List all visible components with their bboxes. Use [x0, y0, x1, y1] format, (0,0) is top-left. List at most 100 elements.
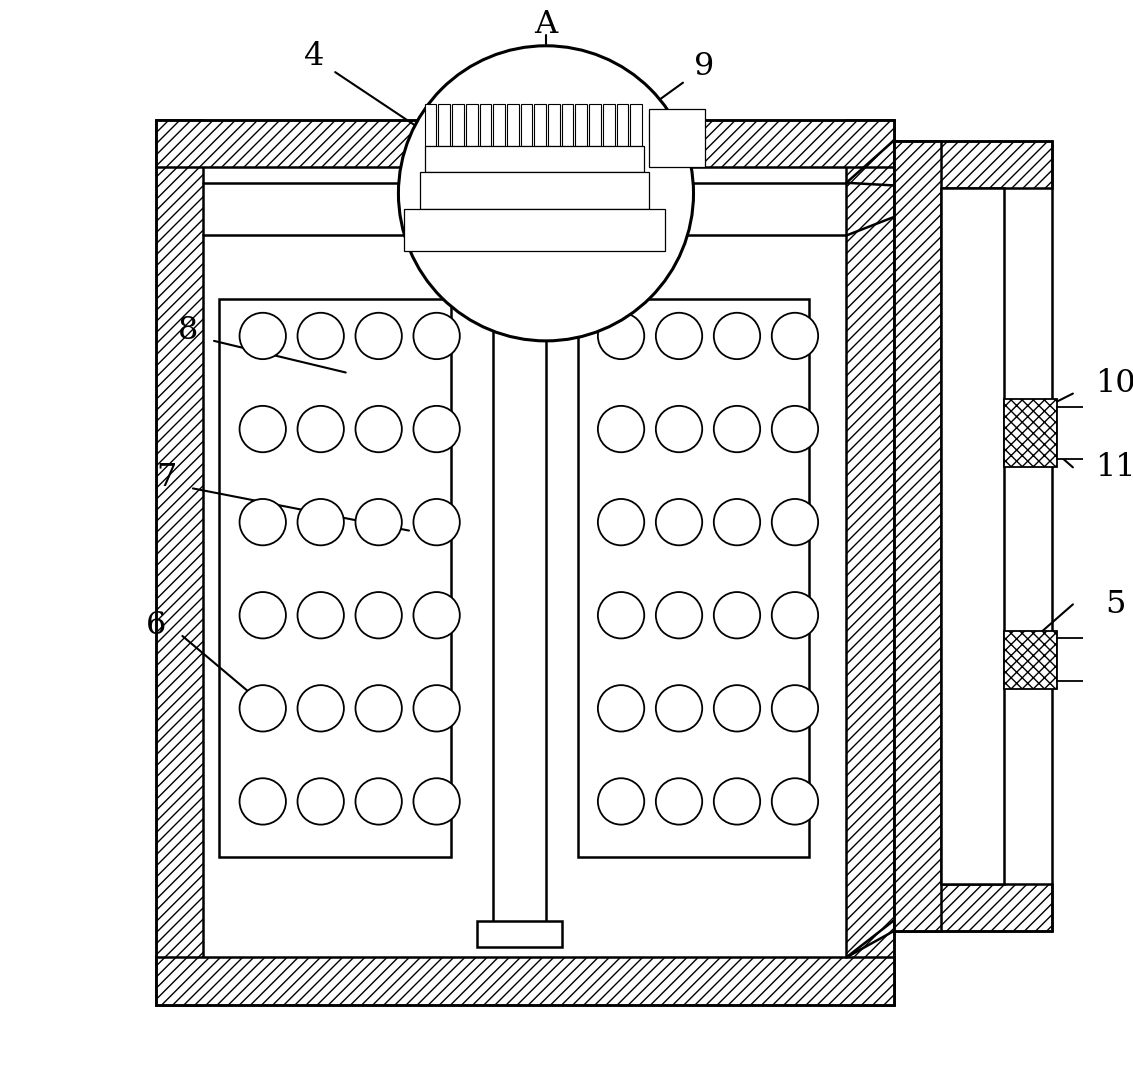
- Circle shape: [399, 46, 693, 341]
- Circle shape: [598, 499, 645, 545]
- Bar: [1005, 399, 1057, 468]
- Circle shape: [239, 406, 286, 453]
- Circle shape: [714, 592, 760, 639]
- Circle shape: [298, 685, 344, 731]
- Circle shape: [598, 406, 645, 453]
- Bar: [674, 114, 685, 141]
- Circle shape: [772, 499, 818, 545]
- Bar: [894, 141, 942, 931]
- Circle shape: [414, 685, 460, 731]
- Bar: [688, 114, 698, 141]
- Circle shape: [656, 685, 702, 731]
- Bar: [589, 104, 600, 146]
- Circle shape: [414, 778, 460, 825]
- Bar: [156, 119, 204, 1005]
- Bar: [452, 104, 463, 146]
- Circle shape: [239, 313, 286, 359]
- Circle shape: [656, 592, 702, 639]
- Bar: [1057, 407, 1094, 459]
- Circle shape: [656, 778, 702, 825]
- Bar: [535, 104, 546, 146]
- Circle shape: [414, 406, 460, 453]
- Bar: [562, 104, 573, 146]
- Bar: [1005, 631, 1057, 689]
- Circle shape: [598, 778, 645, 825]
- Circle shape: [772, 313, 818, 359]
- Bar: [548, 104, 560, 146]
- Bar: [479, 104, 492, 146]
- Text: A: A: [535, 10, 557, 40]
- Bar: [578, 299, 809, 857]
- Bar: [477, 920, 562, 947]
- Bar: [616, 104, 628, 146]
- Bar: [204, 167, 846, 958]
- Bar: [419, 172, 649, 210]
- Circle shape: [414, 499, 460, 545]
- Circle shape: [356, 313, 402, 359]
- Text: 6: 6: [146, 610, 167, 641]
- Bar: [156, 119, 894, 167]
- Text: 11: 11: [1094, 452, 1133, 483]
- Circle shape: [298, 778, 344, 825]
- Circle shape: [714, 685, 760, 731]
- Circle shape: [356, 499, 402, 545]
- Circle shape: [356, 406, 402, 453]
- Text: 8: 8: [178, 315, 198, 346]
- Circle shape: [356, 685, 402, 731]
- Circle shape: [356, 778, 402, 825]
- Bar: [438, 104, 450, 146]
- Bar: [425, 146, 644, 172]
- Bar: [403, 210, 665, 252]
- Bar: [603, 104, 614, 146]
- Circle shape: [656, 406, 702, 453]
- Circle shape: [714, 778, 760, 825]
- Bar: [493, 104, 505, 146]
- Bar: [649, 114, 661, 141]
- Bar: [506, 104, 519, 146]
- Circle shape: [772, 592, 818, 639]
- Text: 4: 4: [304, 41, 324, 72]
- Circle shape: [239, 499, 286, 545]
- Circle shape: [598, 313, 645, 359]
- Bar: [846, 119, 894, 1005]
- Circle shape: [772, 778, 818, 825]
- Bar: [576, 104, 587, 146]
- Circle shape: [656, 313, 702, 359]
- Circle shape: [714, 406, 760, 453]
- Circle shape: [239, 592, 286, 639]
- Text: 9: 9: [693, 52, 714, 83]
- Circle shape: [414, 592, 460, 639]
- Circle shape: [356, 592, 402, 639]
- Bar: [521, 104, 533, 146]
- Text: 5: 5: [1105, 589, 1125, 620]
- Text: 10: 10: [1094, 368, 1133, 399]
- Bar: [425, 104, 436, 146]
- Circle shape: [298, 313, 344, 359]
- Bar: [894, 141, 1051, 931]
- Bar: [220, 299, 451, 857]
- Bar: [894, 141, 1051, 188]
- Bar: [649, 109, 705, 167]
- Circle shape: [656, 499, 702, 545]
- Bar: [662, 114, 673, 141]
- Circle shape: [772, 685, 818, 731]
- Bar: [466, 104, 477, 146]
- Circle shape: [414, 313, 460, 359]
- Bar: [942, 188, 1005, 884]
- Circle shape: [714, 499, 760, 545]
- Circle shape: [298, 592, 344, 639]
- Bar: [156, 119, 894, 1005]
- Bar: [894, 884, 1051, 931]
- Text: 7: 7: [156, 462, 177, 493]
- Circle shape: [772, 406, 818, 453]
- Circle shape: [714, 313, 760, 359]
- Circle shape: [239, 685, 286, 731]
- Circle shape: [598, 592, 645, 639]
- Circle shape: [298, 499, 344, 545]
- Circle shape: [239, 778, 286, 825]
- Bar: [1057, 639, 1094, 682]
- Bar: [156, 958, 894, 1005]
- Bar: [630, 104, 642, 146]
- Circle shape: [298, 406, 344, 453]
- Circle shape: [598, 685, 645, 731]
